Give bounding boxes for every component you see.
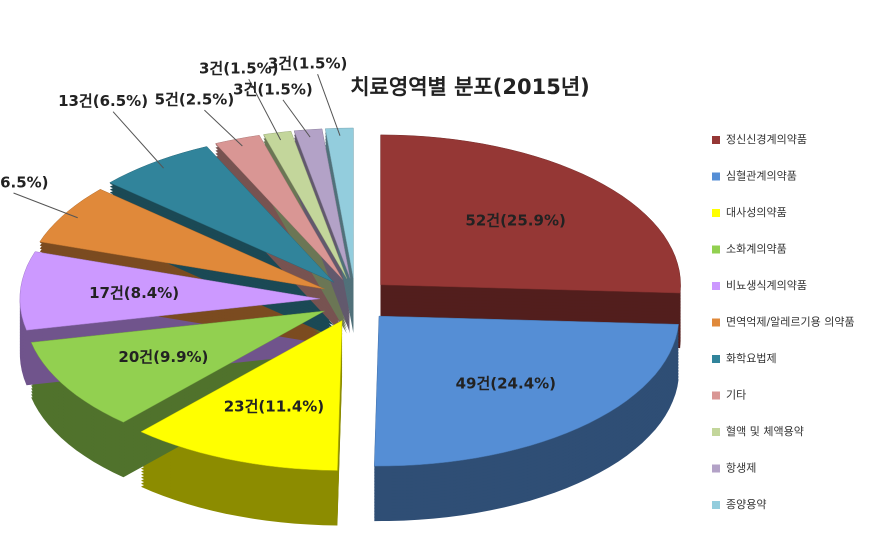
legend-swatch <box>712 391 720 400</box>
slice <box>374 315 679 467</box>
legend-label: 혈액 및 체액용약 <box>726 424 804 438</box>
legend-swatch <box>712 355 720 363</box>
data-label: 3건(1.5%) <box>233 80 313 98</box>
chart-title: 치료영역별 분포(2015년) <box>350 75 590 99</box>
leader-line <box>204 109 243 147</box>
slice-side <box>294 135 351 286</box>
slice <box>39 189 325 290</box>
legend-label: 비뇨생식계의약품 <box>726 278 807 292</box>
legend-swatch <box>712 318 720 327</box>
legend-swatch <box>712 464 720 473</box>
data-label: 20건(9.9%) <box>118 348 208 366</box>
legend-label: 정신신경계의약품 <box>726 132 807 146</box>
legend-swatch <box>712 501 720 509</box>
slice <box>140 320 343 471</box>
legend-label: 면역억제/알레르기용 의약품 <box>726 315 855 329</box>
slice <box>325 127 354 279</box>
leader-line <box>112 111 164 169</box>
legend: 정신신경계의약품심혈관계의약품대사성의약품소화계의약품비뇨생식계의약품면역억제/… <box>712 132 855 511</box>
legend-swatch <box>712 209 720 217</box>
slice <box>215 135 343 280</box>
leader-line <box>317 74 341 136</box>
legend-label: 종양용약 <box>726 497 766 511</box>
slice <box>19 251 320 331</box>
legend-label: 대사성의약품 <box>726 205 787 219</box>
data-label: 13건(6.5%) <box>0 174 49 192</box>
slice <box>30 310 325 423</box>
leader-line <box>282 99 311 138</box>
data-labels: 52건(25.9%) 49건(24.4%) 23건(11.4%) 20건(9.9%) 1… <box>0 55 566 416</box>
slice-side <box>294 132 351 283</box>
data-label: 5건(2.5%) <box>155 91 235 109</box>
legend-swatch <box>712 136 720 144</box>
leader-line <box>248 78 282 141</box>
legend-swatch <box>712 428 720 436</box>
data-label: 52건(25.9%) <box>465 211 565 229</box>
data-label: 13건(6.5%) <box>58 92 148 110</box>
legend-swatch <box>712 172 720 181</box>
legend-label: 기타 <box>726 389 746 402</box>
legend-label: 화학요법제 <box>726 352 777 365</box>
slice <box>293 128 351 279</box>
legend-swatch <box>712 282 720 290</box>
data-label: 23건(11.4%) <box>224 398 324 416</box>
data-label: 3건(1.5%) <box>199 60 279 78</box>
legend-label: 심혈관계의약품 <box>726 169 797 183</box>
data-label: 3건(1.5%) <box>268 55 348 73</box>
legend-label: 항생제 <box>726 462 756 475</box>
data-label: 49건(24.4%) <box>456 375 556 393</box>
slice <box>380 134 681 294</box>
leader-line <box>13 192 78 219</box>
slice-tops <box>19 127 681 471</box>
legend-swatch <box>712 245 720 254</box>
data-label: 17건(8.4%) <box>89 284 179 302</box>
slice <box>109 146 335 283</box>
legend-label: 소화계의약품 <box>726 242 787 256</box>
